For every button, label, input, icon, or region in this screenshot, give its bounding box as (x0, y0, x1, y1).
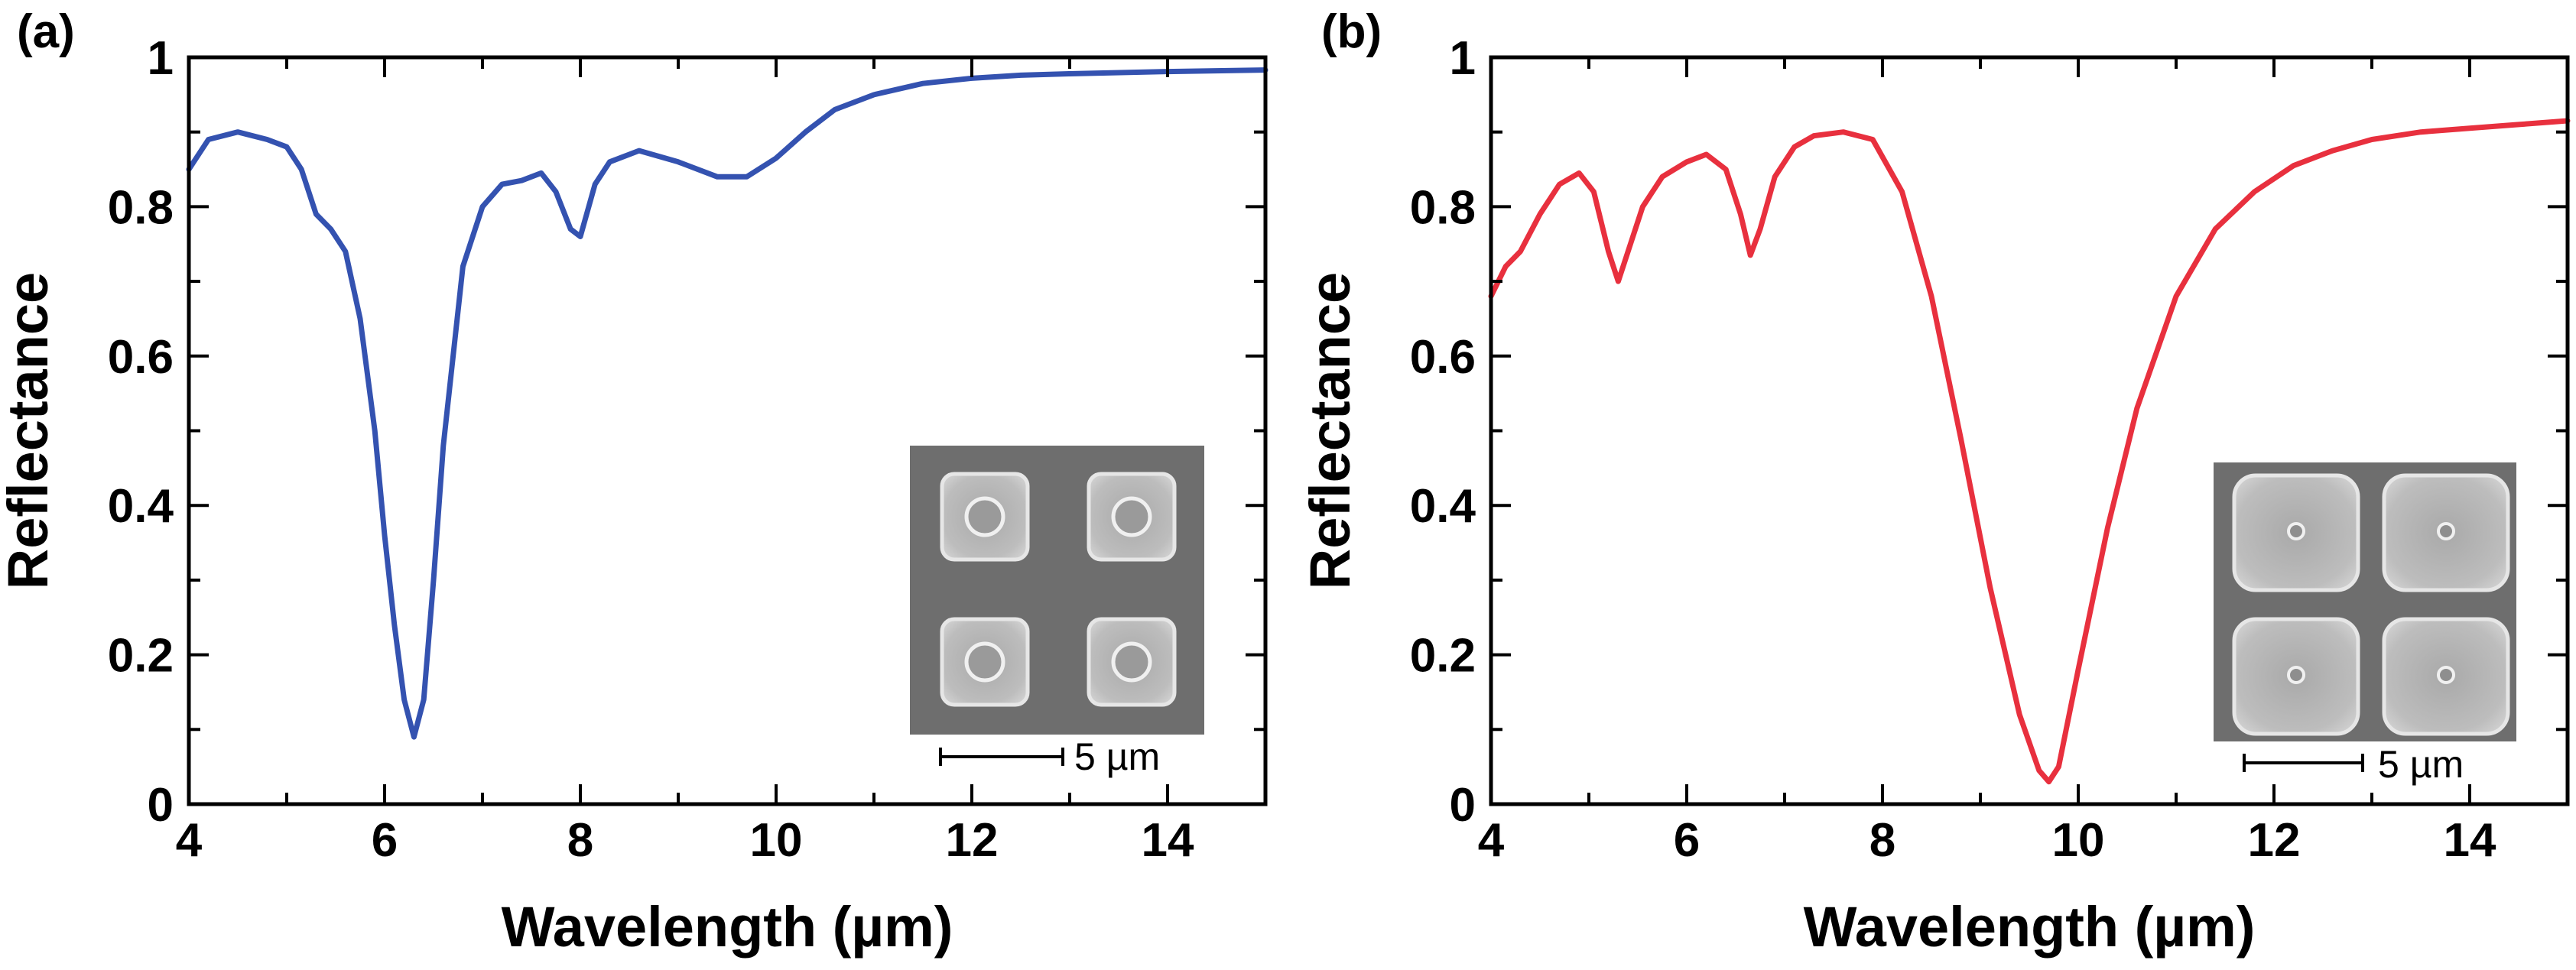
y-tick-label: 0.4 (1410, 480, 1476, 533)
scale-bar-a: 5 µm (939, 735, 1160, 778)
pillar (2232, 473, 2360, 592)
y-tick-label: 0.8 (1410, 181, 1476, 234)
panel-label-a: (a) (17, 5, 75, 58)
y-axis-title: Reflectance (1298, 272, 1362, 589)
y-tick-label: 0.2 (1410, 630, 1476, 683)
x-tick-label: 6 (1674, 814, 1700, 867)
x-tick-label: 14 (1142, 814, 1194, 867)
x-tick-label: 4 (1478, 814, 1505, 867)
scale-bar-b: 5 µm (2243, 743, 2464, 786)
x-tick-label: 10 (750, 814, 803, 867)
scale-bar-label-a: 5 µm (1074, 735, 1160, 778)
pillar (940, 472, 1030, 562)
pillar (2382, 617, 2510, 736)
x-axis-title: Wavelength (µm) (502, 895, 953, 959)
data-series-line (1488, 118, 2571, 785)
x-tick-label: 8 (567, 814, 593, 867)
y-tick-label: 0.6 (1410, 331, 1476, 384)
pillar (940, 617, 1030, 707)
data-series-line (186, 67, 1269, 740)
inset-sem-image-a (910, 446, 1204, 735)
pillar (2232, 617, 2360, 736)
y-tick-label: 0 (1450, 779, 1476, 832)
panel-a: (a) 5 µm 4 6 8 10 12 (0, 5, 1269, 959)
pillar (1087, 472, 1177, 562)
y-tick-label: 0.4 (108, 480, 174, 533)
x-tick-label: 10 (2052, 814, 2105, 867)
pillar (2382, 473, 2510, 592)
y-tick-label: 0.6 (108, 331, 174, 384)
y-axis-title: Reflectance (0, 272, 60, 589)
y-tick-label: 1 (1450, 32, 1476, 85)
x-tick-label: 12 (946, 814, 999, 867)
y-tick-label: 0.2 (108, 630, 174, 683)
x-axis-title: Wavelength (µm) (1804, 895, 2256, 959)
pillar (1087, 617, 1177, 707)
y-tick-label: 0 (148, 779, 174, 832)
x-tick-label: 12 (2248, 814, 2301, 867)
x-tick-label: 4 (176, 814, 203, 867)
panel-b: (b) 5 µm 4 6 8 10 12 (1298, 5, 2571, 959)
x-tick-label: 6 (372, 814, 398, 867)
inset-sem-image-b (2214, 462, 2516, 741)
y-tick-label: 0.8 (108, 181, 174, 234)
x-tick-label: 14 (2444, 814, 2496, 867)
y-tick-label: 1 (148, 32, 174, 85)
x-tick-label: 8 (1869, 814, 1895, 867)
scale-bar-label-b: 5 µm (2378, 743, 2464, 786)
panel-label-b: (b) (1321, 5, 1382, 58)
